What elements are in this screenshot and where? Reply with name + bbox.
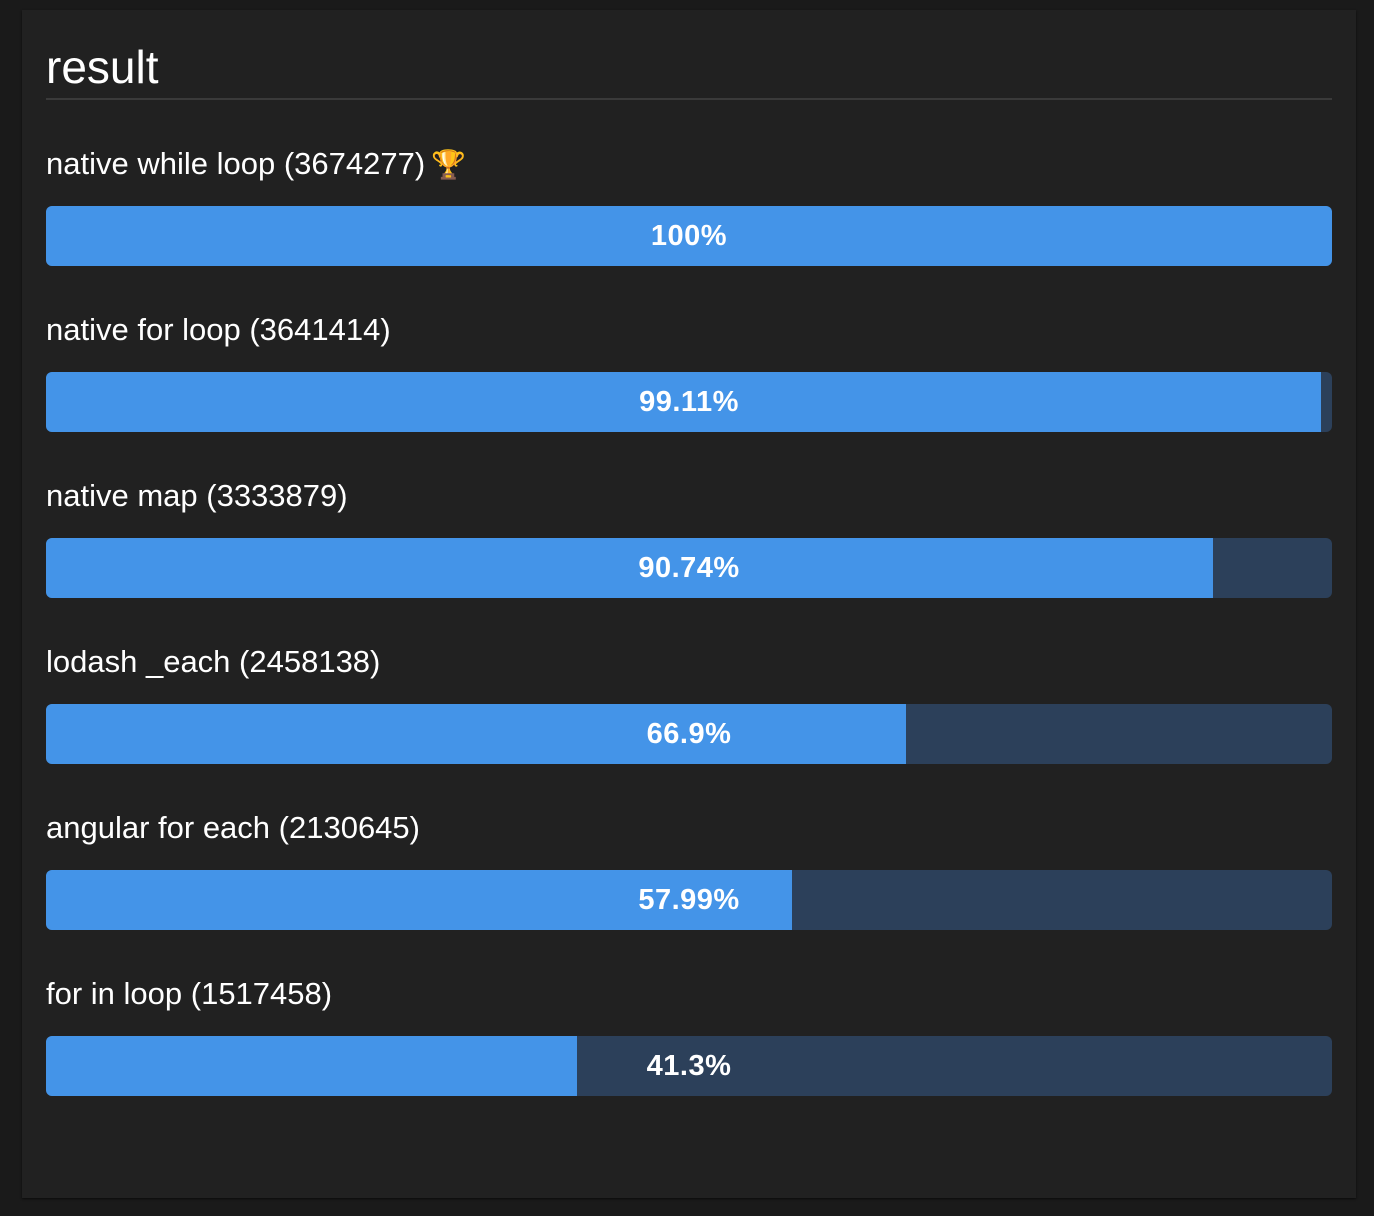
result-item: lodash _each (2458138) 66.9% <box>46 642 1332 764</box>
progress-bar-fill <box>46 870 792 930</box>
result-item: native map (3333879) 90.74% <box>46 476 1332 598</box>
result-label: lodash _each (2458138) <box>46 642 1332 682</box>
progress-percent: 57.99% <box>638 883 740 916</box>
result-label-text: for in loop (1517458) <box>46 976 333 1011</box>
progress-bar-fill <box>46 704 907 764</box>
result-item: for in loop (1517458) 41.3% <box>46 974 1332 1096</box>
progress-bar: 66.9% <box>46 704 1332 764</box>
result-label-text: lodash _each (2458138) <box>46 644 381 679</box>
result-label-text: native while loop (3674277) <box>46 146 426 181</box>
progress-bar-fill <box>46 206 1332 266</box>
progress-bar-fill <box>46 372 1321 432</box>
progress-percent: 41.3% <box>646 1049 732 1082</box>
progress-percent: 99.11% <box>639 385 739 418</box>
trophy-icon: 🏆 <box>431 149 467 180</box>
progress-bar-fill <box>46 1036 578 1096</box>
result-label-text: native map (3333879) <box>46 478 348 513</box>
progress-bar: 99.11% <box>46 372 1332 432</box>
progress-percent: 100% <box>650 219 728 252</box>
progress-percent: 90.74% <box>638 551 740 584</box>
result-panel: result native while loop (3674277) 🏆 100%… <box>22 10 1356 1198</box>
progress-percent: 66.9% <box>646 717 732 750</box>
result-label: angular for each (2130645) <box>46 808 1332 848</box>
result-item: native for loop (3641414) 99.11% <box>46 310 1332 432</box>
result-label: native for loop (3641414) <box>46 310 1332 350</box>
result-label: native while loop (3674277) 🏆 <box>46 144 1332 184</box>
results-list: native while loop (3674277) 🏆 100% native… <box>46 144 1332 1096</box>
result-label: for in loop (1517458) <box>46 974 1332 1014</box>
progress-bar: 57.99% <box>46 870 1332 930</box>
progress-bar: 90.74% <box>46 538 1332 598</box>
result-item: angular for each (2130645) 57.99% <box>46 808 1332 930</box>
panel-title: result <box>46 10 1332 100</box>
result-label-text: native for loop (3641414) <box>46 312 391 347</box>
result-label-text: angular for each (2130645) <box>46 810 420 845</box>
progress-bar: 41.3% <box>46 1036 1332 1096</box>
progress-bar-fill <box>46 538 1213 598</box>
result-label: native map (3333879) <box>46 476 1332 516</box>
progress-bar: 100% <box>46 206 1332 266</box>
result-item: native while loop (3674277) 🏆 100% <box>46 144 1332 266</box>
